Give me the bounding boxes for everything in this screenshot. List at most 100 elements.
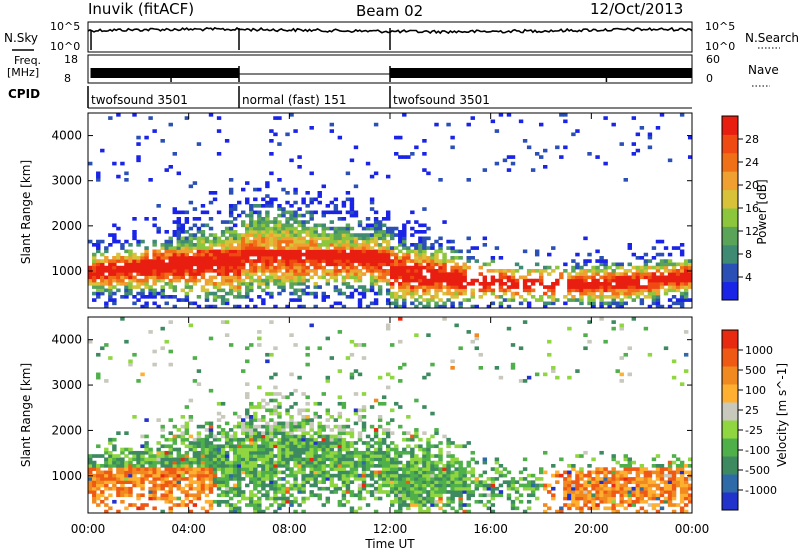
- heatmap-cell: [636, 497, 640, 501]
- heatmap-cell: [273, 224, 277, 228]
- heatmap-cell: [318, 224, 322, 228]
- heatmap-cell: [422, 487, 426, 491]
- heatmap-cell: [382, 237, 386, 241]
- heatmap-cell: [96, 467, 100, 471]
- heatmap-cell: [265, 477, 269, 481]
- heatmap-cell: [245, 198, 249, 202]
- heatmap-cell: [322, 425, 326, 429]
- heatmap-cell: [471, 451, 475, 455]
- heatmap-cell: [265, 263, 269, 267]
- heatmap-cell: [322, 474, 326, 478]
- heatmap-cell: [370, 201, 374, 205]
- heatmap-cell: [313, 415, 317, 419]
- heatmap-cell: [269, 266, 273, 270]
- heatmap-cell: [305, 204, 309, 208]
- heatmap-cell: [362, 356, 366, 360]
- heatmap-cell: [382, 461, 386, 465]
- heatmap-cell: [620, 292, 624, 296]
- heatmap-cell: [253, 487, 257, 491]
- heatmap-cell: [229, 289, 233, 293]
- heatmap-cell: [205, 224, 209, 228]
- heatmap-cell: [249, 220, 253, 224]
- heatmap-cell: [628, 464, 632, 468]
- heatmap-cell: [334, 233, 338, 237]
- heatmap-cell: [563, 120, 567, 124]
- heatmap-cell: [116, 227, 120, 231]
- heatmap-cell: [217, 256, 221, 260]
- heatmap-cell: [684, 503, 688, 507]
- heatmap-cell: [611, 279, 615, 283]
- heatmap-cell: [136, 136, 140, 140]
- heatmap-cell: [450, 282, 454, 286]
- heatmap-cell: [261, 399, 265, 403]
- heatmap-cell: [285, 425, 289, 429]
- heatmap-cell: [293, 425, 297, 429]
- heatmap-cell: [467, 256, 471, 260]
- heatmap-cell: [265, 474, 269, 478]
- heatmap-cell: [390, 269, 394, 273]
- heatmap-cell: [313, 457, 317, 461]
- heatmap-cell: [458, 289, 462, 293]
- heatmap-cell: [603, 500, 607, 504]
- heatmap-cell: [615, 503, 619, 507]
- heatmap-cell: [386, 428, 390, 432]
- heatmap-cell: [193, 487, 197, 491]
- heatmap-cell: [322, 457, 326, 461]
- heatmap-cell: [177, 224, 181, 228]
- heatmap-cell: [185, 431, 189, 435]
- heatmap-cell: [378, 220, 382, 224]
- heatmap-cell: [185, 250, 189, 254]
- heatmap-cell: [551, 292, 555, 296]
- heatmap-cell: [253, 230, 257, 234]
- heatmap-cell: [225, 431, 229, 435]
- heatmap-cell: [144, 246, 148, 250]
- heatmap-cell: [523, 484, 527, 488]
- heatmap-cell: [193, 246, 197, 250]
- heatmap-cell: [539, 477, 543, 481]
- heatmap-cell: [567, 490, 571, 494]
- heatmap-cell: [261, 224, 265, 228]
- heatmap-cell: [587, 269, 591, 273]
- heatmap-cell: [366, 464, 370, 468]
- heatmap-cell: [567, 480, 571, 484]
- heatmap-cell: [249, 343, 253, 347]
- heatmap-cell: [156, 292, 160, 296]
- heatmap-cell: [205, 282, 209, 286]
- heatmap-cell: [136, 484, 140, 488]
- heatmap-cell: [249, 422, 253, 426]
- heatmap-cell: [418, 477, 422, 481]
- heatmap-cell: [579, 266, 583, 270]
- heatmap-cell: [104, 289, 108, 293]
- heatmap-cell: [197, 217, 201, 221]
- heatmap-cell: [555, 146, 559, 150]
- heatmap-cell: [136, 269, 140, 273]
- heatmap-cell: [249, 272, 253, 276]
- heatmap-cell: [652, 246, 656, 250]
- heatmap-cell: [354, 448, 358, 452]
- heatmap-cell: [615, 295, 619, 299]
- nsearch-label: N.Search: [745, 31, 799, 45]
- heatmap-cell: [165, 230, 169, 234]
- heatmap-cell: [289, 272, 293, 276]
- heatmap-cell: [237, 422, 241, 426]
- heatmap-cell: [551, 369, 555, 373]
- heatmap-cell: [169, 272, 173, 276]
- heatmap-cell: [165, 464, 169, 468]
- heatmap-cell: [297, 253, 301, 257]
- heatmap-cell: [334, 207, 338, 211]
- heatmap-cell: [410, 487, 414, 491]
- heatmap-cell: [668, 484, 672, 488]
- heatmap-cell: [257, 285, 261, 289]
- heatmap-cell: [350, 467, 354, 471]
- heatmap-cell: [261, 259, 265, 263]
- heatmap-cell: [491, 120, 495, 124]
- heatmap-cell: [293, 276, 297, 280]
- heatmap-cell: [301, 224, 305, 228]
- heatmap-cell: [495, 467, 499, 471]
- heatmap-cell: [503, 282, 507, 286]
- heatmap-cell: [652, 292, 656, 296]
- colorbar-segment: [722, 116, 738, 135]
- heatmap-cell: [265, 259, 269, 263]
- heatmap-cell: [587, 282, 591, 286]
